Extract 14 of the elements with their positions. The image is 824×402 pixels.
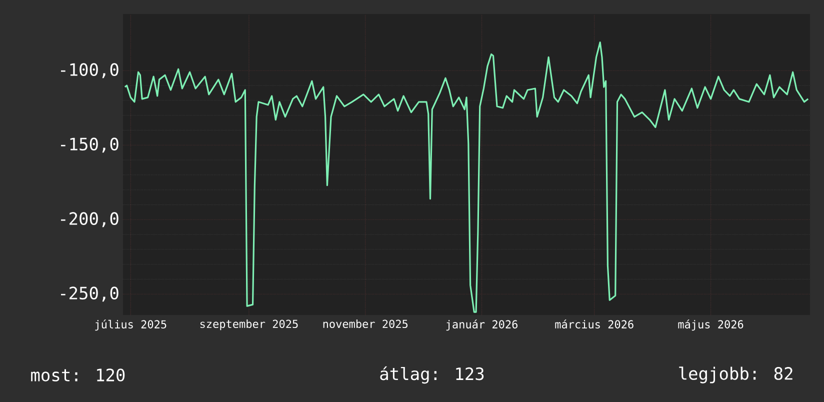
y-tick-label: -250,0 bbox=[61, 286, 118, 302]
text: most: 120 bbox=[31, 368, 125, 382]
y-tick-label: -200,0 bbox=[61, 212, 118, 228]
x-tick-label: március 2026 bbox=[555, 320, 634, 328]
x-tick-label: szeptember 2025 bbox=[200, 320, 298, 330]
text: legjobb: 82 bbox=[679, 366, 792, 384]
text: átlag: 123 bbox=[380, 366, 484, 384]
y-tick-label: -150,0 bbox=[61, 138, 118, 153]
x-tick-label: július 2025 bbox=[95, 320, 166, 331]
line-series bbox=[124, 42, 809, 313]
x-tick-label: január 2026 bbox=[446, 320, 518, 331]
x-tick-label: május 2026 bbox=[678, 320, 744, 331]
y-tick-label: -100,0 bbox=[61, 63, 118, 78]
x-tick-label: november 2025 bbox=[323, 320, 408, 328]
